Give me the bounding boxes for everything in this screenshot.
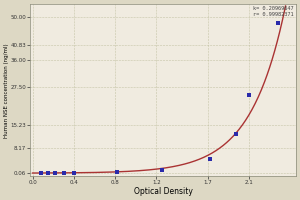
Point [53,171,58,175]
Point [276,21,281,25]
Point [115,170,120,173]
Point [233,132,238,136]
Point [247,93,252,97]
Point [46,171,50,175]
Point [159,168,164,171]
Point [38,171,43,175]
Point [208,157,212,161]
Point [71,171,76,174]
X-axis label: Optical Density: Optical Density [134,187,193,196]
Text: k= 0.20969647
r= 0.99982371: k= 0.20969647 r= 0.99982371 [254,6,294,17]
Y-axis label: Human NSE concentration (ng/ml): Human NSE concentration (ng/ml) [4,43,9,138]
Point [61,171,66,174]
